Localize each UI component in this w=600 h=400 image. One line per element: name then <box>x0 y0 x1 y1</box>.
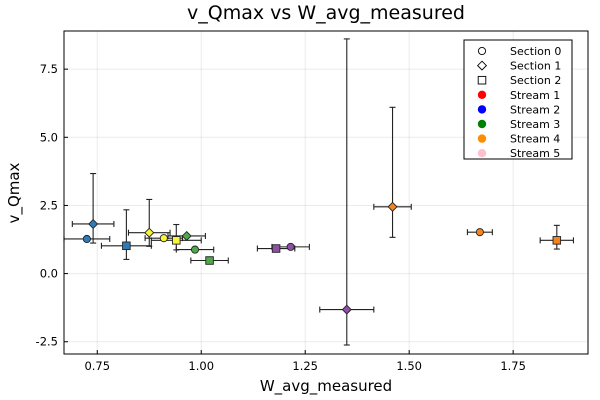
data-point-square <box>205 256 214 265</box>
data-point-diamond <box>387 201 398 212</box>
legend-label: Stream 1 <box>510 89 560 102</box>
legend-marker-color <box>477 105 487 114</box>
y-tick-label: -2.5 <box>36 335 58 349</box>
legend-label: Stream 2 <box>510 103 560 116</box>
legend-label: Stream 5 <box>510 147 560 160</box>
data-point-square <box>271 244 281 253</box>
x-tick-label: 1.25 <box>292 359 318 373</box>
data-point-circle <box>159 234 168 243</box>
data-point-square <box>552 236 562 245</box>
data-point-circle <box>286 242 295 251</box>
legend-label: Stream 3 <box>510 118 560 131</box>
legend-marker-square <box>477 75 487 85</box>
y-tick-label: 2.5 <box>40 198 58 212</box>
y-tick-label: 0.0 <box>40 267 58 281</box>
legend-marker-diamond <box>476 60 488 71</box>
data-markers <box>82 201 562 315</box>
data-point-diamond <box>88 218 99 230</box>
data-point-circle <box>82 234 91 244</box>
x-tick-label: 1.75 <box>500 359 526 373</box>
legend-label: Section 1 <box>510 60 561 73</box>
y-tick-label: 7.5 <box>40 62 58 76</box>
y-axis-label: v_Qmax <box>5 162 24 223</box>
data-point-diamond <box>341 304 352 315</box>
legend-marker-color <box>477 90 487 100</box>
legend-marker-circle <box>477 46 487 56</box>
data-point-square <box>172 236 181 245</box>
data-point-circle <box>190 245 200 254</box>
plot-frame <box>63 30 589 355</box>
y-tick-label: 5.0 <box>40 130 58 144</box>
y-axis-ticks: -2.5 0.0 2.5 5.0 7.5 <box>36 62 68 349</box>
legend-marker-color <box>477 134 487 143</box>
legend-marker-color <box>477 149 487 158</box>
x-tick-label: 1.00 <box>188 359 214 373</box>
x-tick-label: 1.50 <box>396 359 422 373</box>
legend-label: Stream 4 <box>510 133 560 146</box>
legend-label: Section 0 <box>510 45 561 58</box>
x-tick-label: 0.75 <box>84 359 110 373</box>
chart-title: v_Qmax vs W_avg_measured <box>187 2 465 24</box>
legend-marker-color <box>477 119 487 129</box>
x-axis-label: W_avg_measured <box>260 377 392 396</box>
data-point-diamond <box>144 227 155 238</box>
data-point-square <box>122 241 131 251</box>
data-point-circle <box>475 228 484 237</box>
data-point-diamond <box>181 230 192 242</box>
legend-label: Section 2 <box>510 74 561 87</box>
x-axis-ticks: 0.75 1.00 1.25 1.50 1.75 <box>84 350 526 373</box>
